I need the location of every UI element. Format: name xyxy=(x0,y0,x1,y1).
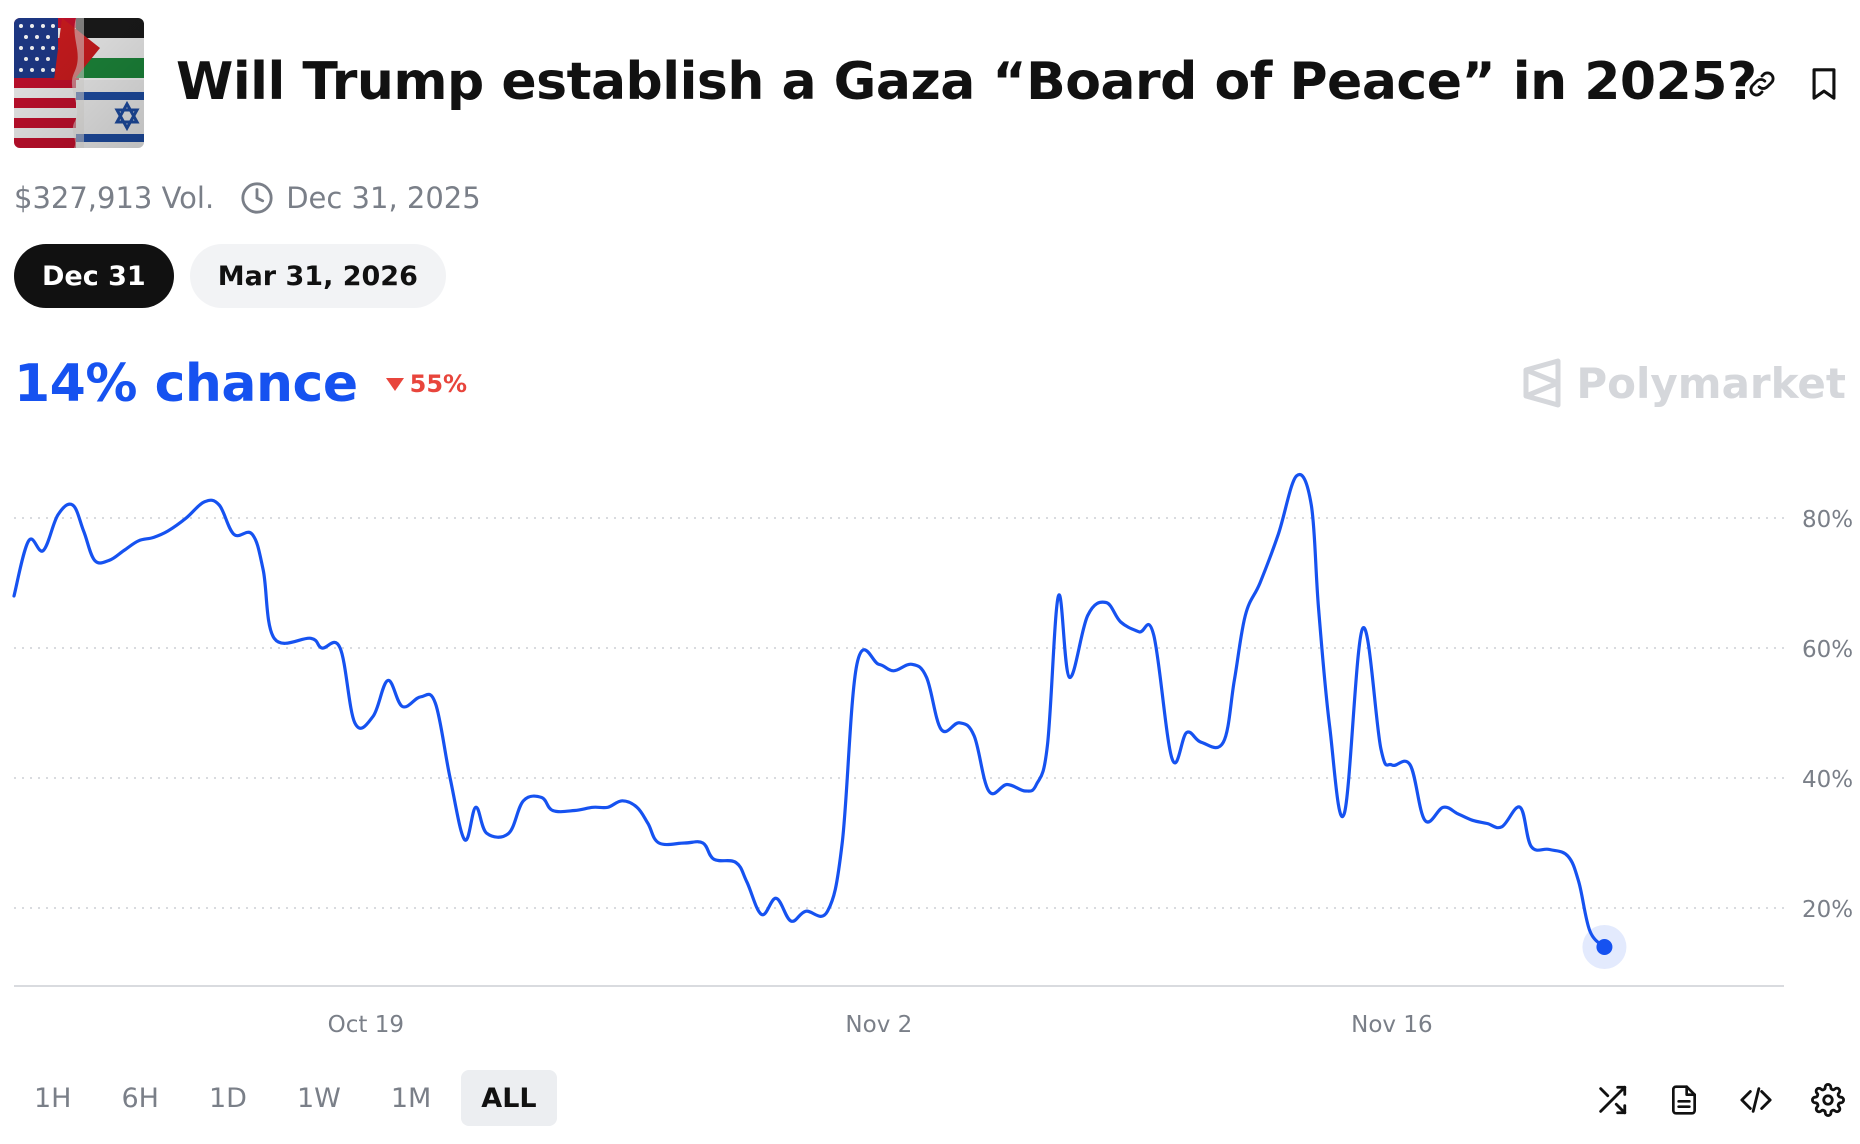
range-1h[interactable]: 1H xyxy=(34,1082,72,1114)
y-tick-label: 20% xyxy=(1802,897,1853,923)
x-tick-label: Oct 19 xyxy=(328,1012,404,1038)
range-1d[interactable]: 1D xyxy=(208,1082,247,1114)
time-range-selector: 1H 6H 1D 1W 1M ALL xyxy=(14,1070,557,1126)
polymarket-logo-icon xyxy=(1523,358,1561,408)
y-tick-label: 40% xyxy=(1802,767,1853,793)
market-thumbnail-flags xyxy=(14,18,144,148)
change-value: 55% xyxy=(409,370,468,398)
settings-icon[interactable] xyxy=(1806,1078,1850,1122)
brand-name: Polymarket xyxy=(1576,358,1846,408)
volume-text: $327,913 Vol. xyxy=(14,181,215,215)
change-indicator: 55% xyxy=(385,370,468,398)
tab-dec-31[interactable]: Dec 31 xyxy=(14,244,174,308)
y-tick-label: 60% xyxy=(1802,637,1853,663)
down-triangle-icon xyxy=(385,377,404,391)
document-icon[interactable] xyxy=(1662,1078,1706,1122)
link-icon[interactable] xyxy=(1740,62,1784,106)
chart-gridlines xyxy=(14,517,1784,909)
polymarket-watermark: Polymarket xyxy=(1520,358,1846,408)
clock-icon xyxy=(240,181,274,215)
market-header: Will Trump establish a Gaza “Board of Pe… xyxy=(14,18,1846,148)
y-axis-ticks: 20% 40% 60% 80% xyxy=(1802,507,1853,923)
shuffle-icon[interactable] xyxy=(1590,1078,1634,1122)
last-point-marker[interactable] xyxy=(1596,939,1613,955)
x-axis-ticks: Oct 19 Nov 2 Nov 16 xyxy=(328,1012,1433,1038)
series-line-yes[interactable] xyxy=(12,472,1606,949)
x-tick-label: Nov 2 xyxy=(845,1012,912,1038)
outcome-tabs: Dec 31 Mar 31, 2026 xyxy=(14,244,446,308)
code-icon[interactable] xyxy=(1734,1078,1778,1122)
chance-value: 14% chance xyxy=(14,354,358,414)
x-tick-label: Nov 16 xyxy=(1351,1012,1432,1038)
bookmark-icon[interactable] xyxy=(1802,62,1846,106)
y-tick-label: 80% xyxy=(1802,507,1853,533)
chance-summary: 14% chance 55% xyxy=(14,352,467,416)
range-all[interactable]: ALL xyxy=(461,1070,557,1126)
chart-toolbar xyxy=(1590,1078,1850,1122)
price-chart: 20% 40% 60% 80% Oct 19 Nov 2 Nov 16 xyxy=(12,472,1853,1038)
range-1w[interactable]: 1W xyxy=(296,1082,341,1114)
market-meta: $327,913 Vol. Dec 31, 2025 xyxy=(14,178,481,218)
range-1m[interactable]: 1M xyxy=(390,1082,432,1114)
range-6h[interactable]: 6H xyxy=(121,1082,159,1114)
tab-mar-31-2026[interactable]: Mar 31, 2026 xyxy=(189,244,446,308)
end-date-text: Dec 31, 2025 xyxy=(286,181,481,215)
market-title: Will Trump establish a Gaza “Board of Pe… xyxy=(176,52,1757,112)
